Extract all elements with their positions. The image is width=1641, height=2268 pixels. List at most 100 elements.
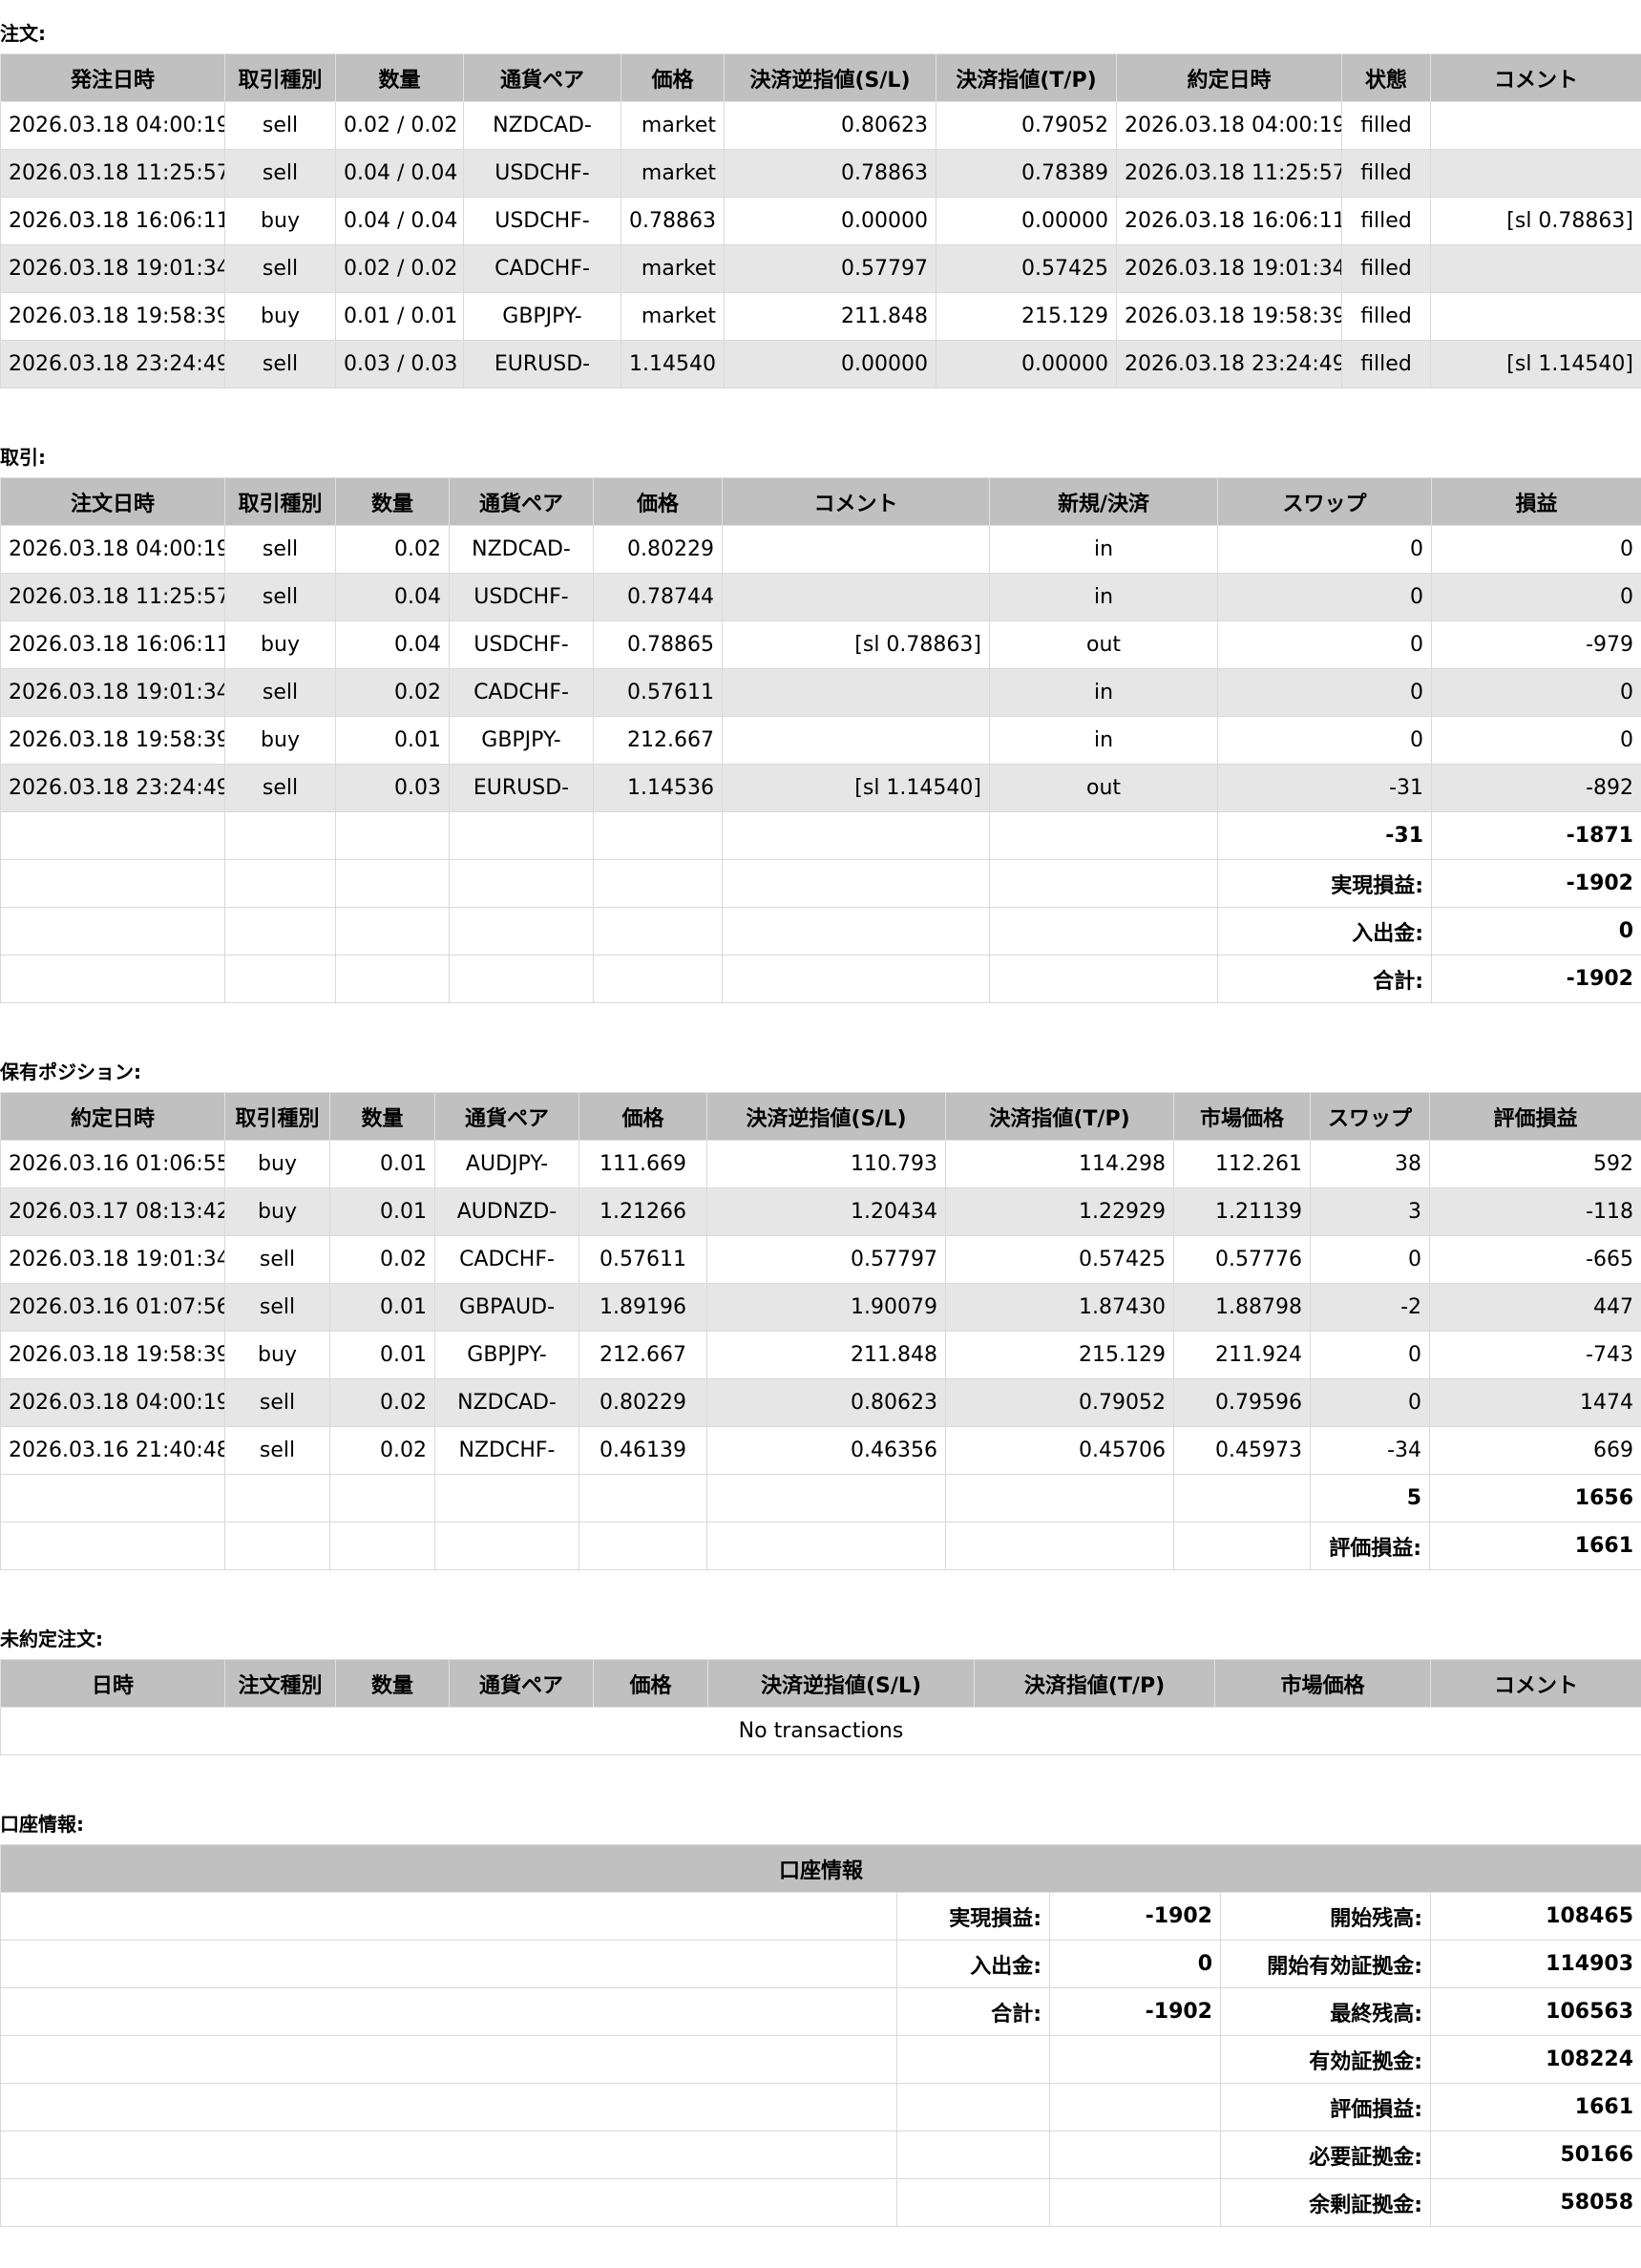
- account-value: [1050, 2084, 1221, 2132]
- column-header[interactable]: 約定日時: [1, 1093, 225, 1141]
- table-cell: CADCHF-: [450, 669, 594, 717]
- table-cell: NZDCAD-: [450, 526, 594, 574]
- empty-cell: [1, 1893, 897, 1941]
- summary-row: 入出金:0: [1, 908, 1641, 956]
- column-header[interactable]: コメント: [723, 478, 990, 526]
- column-header[interactable]: 評価損益: [1430, 1093, 1641, 1141]
- column-header[interactable]: 決済指値(T/P): [946, 1093, 1174, 1141]
- table-cell: 0: [1311, 1332, 1430, 1379]
- table-cell: in: [990, 717, 1218, 765]
- table-cell: 2026.03.18 04:00:19: [1, 1379, 225, 1427]
- summary-row: -31-1871: [1, 812, 1641, 860]
- empty-cell: [579, 1475, 707, 1522]
- column-header[interactable]: 価格: [594, 478, 723, 526]
- table-cell: [sl 1.14540]: [723, 765, 990, 812]
- table-cell: sell: [225, 1427, 330, 1475]
- column-header[interactable]: 通貨ペア: [464, 54, 621, 102]
- orders-table: 発注日時取引種別数量通貨ペア価格決済逆指値(S/L)決済指値(T/P)約定日時状…: [0, 53, 1641, 388]
- column-header[interactable]: 取引種別: [225, 54, 336, 102]
- table-cell: USDCHF-: [464, 150, 621, 198]
- table-cell: 0.80229: [579, 1379, 707, 1427]
- pending-table: 日時注文種別数量通貨ペア価格決済逆指値(S/L)決済指値(T/P)市場価格コメン…: [0, 1659, 1641, 1755]
- column-header[interactable]: 取引種別: [225, 1093, 330, 1141]
- column-header[interactable]: 数量: [330, 1093, 435, 1141]
- table-cell: 0.01: [330, 1188, 435, 1236]
- column-header[interactable]: 価格: [621, 54, 725, 102]
- empty-cell: [1, 2132, 897, 2179]
- column-header[interactable]: スワップ: [1311, 1093, 1430, 1141]
- table-cell: 1.90079: [707, 1284, 946, 1332]
- empty-cell: [594, 908, 723, 956]
- column-header[interactable]: スワップ: [1218, 478, 1432, 526]
- column-header[interactable]: 価格: [594, 1660, 708, 1708]
- column-header[interactable]: 状態: [1342, 54, 1431, 102]
- table-cell: 2026.03.18 19:01:34: [1, 669, 225, 717]
- table-cell: GBPJPY-: [464, 293, 621, 341]
- account-label: 開始残高:: [1221, 1893, 1431, 1941]
- column-header[interactable]: 数量: [336, 478, 450, 526]
- account-label: [897, 2179, 1050, 2227]
- table-cell: 0.02: [330, 1427, 435, 1475]
- column-header[interactable]: 価格: [579, 1093, 707, 1141]
- account-label: 必要証拠金:: [1221, 2132, 1431, 2179]
- column-header[interactable]: 決済逆指値(S/L): [725, 54, 936, 102]
- table-cell: 215.129: [946, 1332, 1174, 1379]
- empty-cell: [990, 860, 1218, 908]
- account-value: 106563: [1431, 1988, 1641, 2036]
- column-header[interactable]: 市場価格: [1174, 1093, 1311, 1141]
- table-cell: 0.46356: [707, 1427, 946, 1475]
- table-cell: 0.03 / 0.03: [336, 341, 464, 388]
- table-cell: buy: [225, 1141, 330, 1188]
- table-cell: 1474: [1430, 1379, 1641, 1427]
- table-cell: 0.01: [330, 1141, 435, 1188]
- column-header[interactable]: 新規/決済: [990, 478, 1218, 526]
- account-value: 114903: [1431, 1941, 1641, 1988]
- header-row: 約定日時取引種別数量通貨ペア価格決済逆指値(S/L)決済指値(T/P)市場価格ス…: [1, 1093, 1641, 1141]
- table-cell: [sl 0.78863]: [723, 621, 990, 669]
- column-header[interactable]: 通貨ペア: [435, 1093, 579, 1141]
- table-cell: 0.45706: [946, 1427, 1174, 1475]
- table-cell: filled: [1342, 102, 1431, 150]
- column-header[interactable]: 数量: [336, 54, 464, 102]
- table-cell: 2026.03.18 16:06:11: [1117, 198, 1342, 245]
- account-label: [897, 2084, 1050, 2132]
- table-cell: 2026.03.18 04:00:19: [1117, 102, 1342, 150]
- column-header[interactable]: 約定日時: [1117, 54, 1342, 102]
- column-header[interactable]: コメント: [1431, 1660, 1641, 1708]
- column-header[interactable]: コメント: [1431, 54, 1641, 102]
- table-cell: [1431, 245, 1641, 293]
- column-header[interactable]: 取引種別: [225, 478, 336, 526]
- summary-label: 5: [1311, 1475, 1430, 1522]
- column-header[interactable]: 注文日時: [1, 478, 225, 526]
- table-cell: 2026.03.18 23:24:49: [1117, 341, 1342, 388]
- table-cell: 2026.03.18 19:01:34: [1, 1236, 225, 1284]
- table-cell: 1.14536: [594, 765, 723, 812]
- table-cell: 0.02 / 0.02: [336, 245, 464, 293]
- column-header[interactable]: 発注日時: [1, 54, 225, 102]
- table-cell: 2026.03.18 04:00:19: [1, 102, 225, 150]
- column-header[interactable]: 決済逆指値(S/L): [708, 1660, 975, 1708]
- table-cell: 0.80623: [707, 1379, 946, 1427]
- summary-value: 0: [1432, 908, 1641, 956]
- table-cell: sell: [225, 1236, 330, 1284]
- column-header[interactable]: 決済逆指値(S/L): [707, 1093, 946, 1141]
- column-header[interactable]: 通貨ペア: [450, 478, 594, 526]
- column-header[interactable]: 通貨ペア: [450, 1660, 594, 1708]
- column-header[interactable]: 日時: [1, 1660, 225, 1708]
- table-cell: NZDCHF-: [435, 1427, 579, 1475]
- column-header[interactable]: 市場価格: [1215, 1660, 1431, 1708]
- header-row: 口座情報: [1, 1845, 1641, 1893]
- column-header[interactable]: 数量: [336, 1660, 450, 1708]
- table-cell: 2026.03.18 23:24:49: [1, 341, 225, 388]
- column-header[interactable]: 注文種別: [225, 1660, 336, 1708]
- table-cell: 0: [1218, 621, 1432, 669]
- column-header[interactable]: 損益: [1432, 478, 1641, 526]
- trade-report: 注文:発注日時取引種別数量通貨ペア価格決済逆指値(S/L)決済指値(T/P)約定…: [0, 13, 1641, 2227]
- summary-value: -1902: [1432, 956, 1641, 1003]
- table-cell: 0.79596: [1174, 1379, 1311, 1427]
- column-header[interactable]: 決済指値(T/P): [975, 1660, 1215, 1708]
- column-header[interactable]: 決済指値(T/P): [936, 54, 1117, 102]
